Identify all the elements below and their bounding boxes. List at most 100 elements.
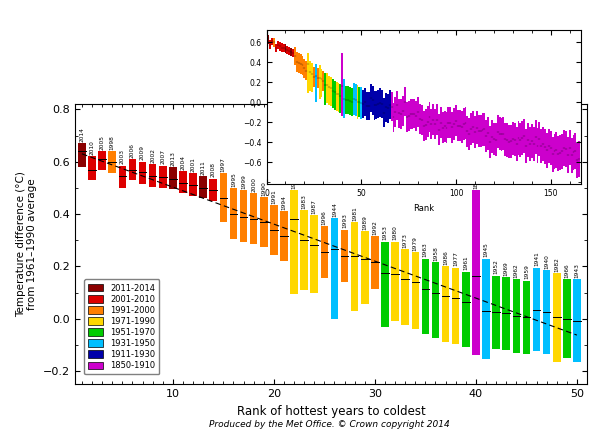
Bar [240, 191, 247, 241]
Bar [544, 129, 546, 164]
X-axis label: Rank: Rank [413, 204, 434, 213]
Bar [419, 104, 421, 134]
Bar [288, 47, 291, 56]
Bar [431, 108, 432, 139]
Bar [331, 218, 338, 319]
Bar [408, 101, 410, 131]
Bar [410, 99, 412, 129]
Bar [169, 167, 177, 189]
Bar [371, 236, 379, 289]
Text: 1878: 1878 [473, 174, 479, 189]
Bar [374, 91, 376, 120]
Text: 1996: 1996 [322, 210, 327, 224]
Bar [478, 115, 480, 147]
Bar [561, 134, 563, 169]
Bar [296, 53, 298, 72]
Bar [129, 159, 136, 180]
Bar [493, 122, 495, 155]
Bar [159, 166, 167, 188]
Bar [368, 92, 370, 120]
Bar [432, 104, 434, 135]
Bar [434, 109, 436, 139]
Bar [552, 137, 553, 172]
Text: 1953: 1953 [383, 225, 388, 240]
Bar [320, 226, 328, 278]
Bar [462, 108, 464, 140]
Text: 2013: 2013 [170, 151, 176, 166]
Bar [332, 79, 334, 108]
Bar [119, 166, 126, 188]
Bar [326, 73, 328, 103]
Text: 1987: 1987 [312, 199, 317, 214]
Bar [334, 81, 335, 110]
Text: 2002: 2002 [150, 148, 155, 163]
Bar [406, 102, 408, 132]
Bar [328, 76, 330, 105]
Bar [391, 241, 399, 321]
Text: 1995: 1995 [231, 172, 236, 187]
Bar [565, 131, 567, 167]
Bar [453, 108, 455, 140]
Bar [539, 122, 540, 156]
Bar [389, 90, 391, 119]
Bar [335, 82, 338, 112]
Bar [229, 188, 237, 239]
Bar [210, 179, 217, 201]
Bar [563, 130, 565, 166]
Text: 2006: 2006 [130, 143, 135, 158]
Bar [412, 99, 413, 129]
Bar [459, 110, 461, 141]
Text: 1980: 1980 [392, 225, 398, 240]
Bar [310, 215, 318, 293]
Bar [392, 103, 394, 132]
Text: 1945: 1945 [483, 242, 489, 257]
Bar [372, 86, 374, 115]
Bar [540, 129, 542, 163]
Bar [220, 174, 227, 222]
Bar [277, 41, 279, 49]
Bar [573, 279, 580, 362]
Bar [485, 120, 487, 152]
X-axis label: Rank of hottest years to coldest: Rank of hottest years to coldest [237, 404, 425, 418]
Bar [270, 205, 278, 255]
Bar [401, 250, 409, 325]
Bar [501, 118, 503, 151]
Bar [340, 84, 341, 113]
Text: 1999: 1999 [241, 174, 246, 189]
Text: 1961: 1961 [463, 256, 468, 270]
Bar [498, 117, 501, 150]
Text: 1982: 1982 [554, 257, 559, 272]
Bar [179, 171, 187, 193]
Bar [468, 118, 470, 150]
Bar [330, 77, 332, 106]
Bar [567, 137, 568, 172]
Bar [324, 73, 326, 105]
Bar [307, 53, 309, 93]
Text: 1979: 1979 [413, 236, 418, 251]
Text: 1944: 1944 [332, 202, 337, 217]
Bar [361, 87, 362, 119]
Bar [362, 90, 364, 118]
Bar [343, 79, 345, 118]
Bar [271, 38, 273, 46]
Bar [543, 270, 550, 354]
Bar [199, 176, 207, 198]
Bar [280, 211, 288, 261]
Bar [508, 125, 510, 158]
Bar [461, 111, 462, 143]
Bar [426, 106, 428, 137]
Bar [302, 56, 304, 75]
Text: 1983: 1983 [302, 194, 307, 209]
Bar [516, 128, 518, 161]
Bar [139, 162, 146, 184]
Bar [533, 268, 540, 352]
Bar [404, 87, 406, 116]
Bar [537, 128, 539, 163]
Bar [506, 123, 508, 157]
Bar [341, 230, 349, 282]
Text: 1997: 1997 [221, 157, 226, 172]
Bar [542, 127, 544, 161]
Bar [364, 88, 366, 116]
Text: 1992: 1992 [373, 220, 377, 235]
Text: 1994: 1994 [282, 195, 286, 210]
